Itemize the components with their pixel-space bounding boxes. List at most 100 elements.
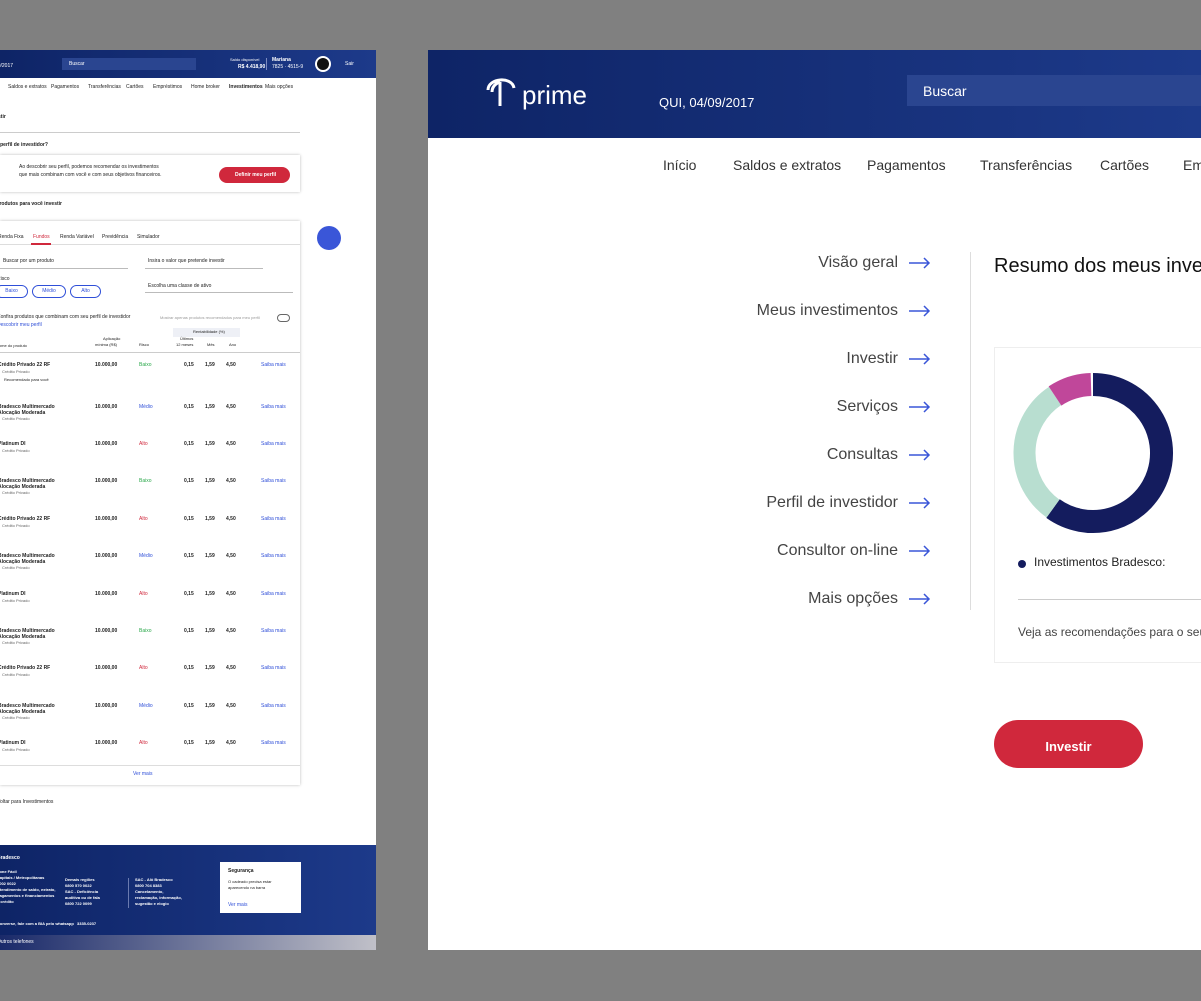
link[interactable]: Saiba mais (261, 628, 286, 634)
logo-text: prime (522, 80, 588, 110)
arrow (909, 449, 931, 461)
min-value: 10.000,00 (95, 441, 118, 447)
nav-item[interactable]: Saldos e extratos (8, 84, 47, 90)
profile-button[interactable] (219, 167, 290, 183)
risk: Alto (139, 441, 148, 447)
invest-button[interactable] (994, 720, 1143, 768)
tab-underline (31, 243, 51, 245)
link[interactable]: Saiba mais (261, 441, 286, 447)
th: Aplicação (103, 336, 121, 341)
page-title: Investir (0, 114, 6, 120)
button-label[interactable]: Investir (1045, 739, 1092, 754)
th: mínima (R$) (95, 342, 118, 347)
yield-year: 4,50 (226, 553, 236, 559)
yield-12m: 0,15 (184, 404, 194, 410)
link[interactable]: Saiba mais (261, 362, 286, 368)
product-name: Platinum DI (0, 740, 26, 746)
risk: Médio (139, 703, 153, 709)
link[interactable]: Descobrir meu perfil (0, 322, 42, 328)
link[interactable]: Saiba mais (261, 703, 286, 709)
button-label: Definir meu perfil (235, 172, 277, 178)
min-value: 10.000,00 (95, 740, 118, 746)
menu-item[interactable]: Serviços (836, 398, 898, 415)
nav-item[interactable]: Transferências (980, 157, 1073, 173)
yield-year: 4,50 (226, 404, 236, 410)
nav-item[interactable]: Mais opções (265, 84, 294, 90)
footer-link[interactable]: Outros telefones (0, 939, 34, 945)
account: 7825 · 4515-9 (272, 64, 304, 70)
link[interactable]: Ver mais (228, 902, 248, 908)
footer-brand: Bradesco (0, 855, 20, 861)
yield-12m: 0,15 (184, 362, 194, 368)
nav-item[interactable]: Saldos e extratos (733, 157, 842, 173)
nav-item[interactable]: Pagamentos (51, 84, 80, 90)
nav-item[interactable]: Empréstimos (153, 84, 183, 90)
menu-item[interactable]: Visão geral (818, 254, 898, 271)
nav-item[interactable]: Pagamentos (867, 157, 946, 173)
search-box[interactable] (62, 58, 196, 70)
section-title: Qual é o seu perfil de investidor? (0, 142, 48, 148)
risk: Alto (139, 665, 148, 671)
link[interactable]: Saiba mais (261, 478, 286, 484)
product-name: Crédito Privado 22 RF (0, 516, 51, 522)
balance-label: Saldo disponível (230, 57, 260, 62)
yield-month: 1,59 (205, 404, 215, 410)
chip[interactable]: Médio (32, 285, 66, 298)
date: QUI, 04/09/2017 (659, 95, 755, 110)
product-type: Crédito Privado (2, 523, 30, 528)
select-line (145, 292, 293, 293)
input-placeholder: Insira o valor que pretende investir (148, 258, 225, 264)
tab[interactable]: Fundos (33, 234, 50, 240)
menu-item[interactable]: Meus investimentos (756, 302, 898, 319)
note: Mostrar apenas produtos recomendados par… (160, 315, 260, 320)
rule (0, 132, 300, 133)
arrow (909, 497, 931, 509)
chat-button[interactable] (317, 226, 341, 250)
nav-item[interactable]: Cartões (126, 84, 144, 90)
arrow (909, 545, 931, 557)
right-screen: prime QUI, 04/09/2017 Buscar Início Saldos e… (428, 50, 1201, 950)
tab[interactable]: Renda Variável (60, 234, 94, 240)
logout[interactable]: Sair (345, 61, 354, 67)
link[interactable]: Saiba mais (261, 404, 286, 410)
arrow (909, 353, 931, 365)
product-name: Bradesco Multimercado Alocação Moderada (0, 404, 55, 416)
security-text: aparecendo na barra (228, 885, 266, 890)
menu-item[interactable]: Perfil de investidor (766, 494, 898, 511)
security-title: Segurança (228, 868, 254, 874)
link[interactable]: Voltar para Investimentos (0, 799, 54, 805)
chip[interactable]: Baixo (0, 285, 28, 298)
nav-item[interactable]: Cartões (1100, 157, 1150, 173)
link[interactable]: Ver mais (133, 771, 153, 777)
nav-item[interactable]: Empréstimos (1183, 157, 1201, 173)
link[interactable]: Saiba mais (261, 516, 286, 522)
footer-text: 0800 570 0022 (65, 883, 92, 888)
search-box[interactable] (907, 75, 1201, 106)
tab[interactable]: Renda Fixa (0, 234, 24, 240)
link[interactable]: Saiba mais (261, 591, 286, 597)
yield-year: 4,50 (226, 591, 236, 597)
menu-item[interactable]: Mais opções (808, 590, 898, 607)
toggle[interactable] (277, 314, 290, 322)
link[interactable]: Saiba mais (261, 553, 286, 559)
th: Rentabilidade (%) (193, 329, 225, 334)
yield-year: 4,50 (226, 628, 236, 634)
chip[interactable]: Alto (70, 285, 101, 298)
product-type: Crédito Privado (2, 416, 30, 421)
nav-item[interactable]: Início (663, 157, 697, 173)
user-name: Mariana (272, 57, 291, 63)
tab[interactable]: Simulador (137, 234, 160, 240)
select: Escolha uma classe de ativo (148, 283, 212, 289)
min-value: 10.000,00 (95, 362, 118, 368)
tab[interactable]: Previdência (102, 234, 129, 240)
menu-item[interactable]: Investir (846, 350, 898, 367)
menu-item[interactable]: Consultas (826, 446, 898, 463)
yield-month: 1,59 (205, 441, 215, 447)
nav-item[interactable]: Transferências (88, 84, 121, 90)
min-value: 10.000,00 (95, 404, 118, 410)
menu-item[interactable]: Consultor on-line (777, 542, 898, 559)
link[interactable]: Saiba mais (261, 740, 286, 746)
nav-item[interactable]: Investimentos (229, 84, 263, 90)
link[interactable]: Saiba mais (261, 665, 286, 671)
nav-item[interactable]: Home broker (191, 84, 220, 90)
